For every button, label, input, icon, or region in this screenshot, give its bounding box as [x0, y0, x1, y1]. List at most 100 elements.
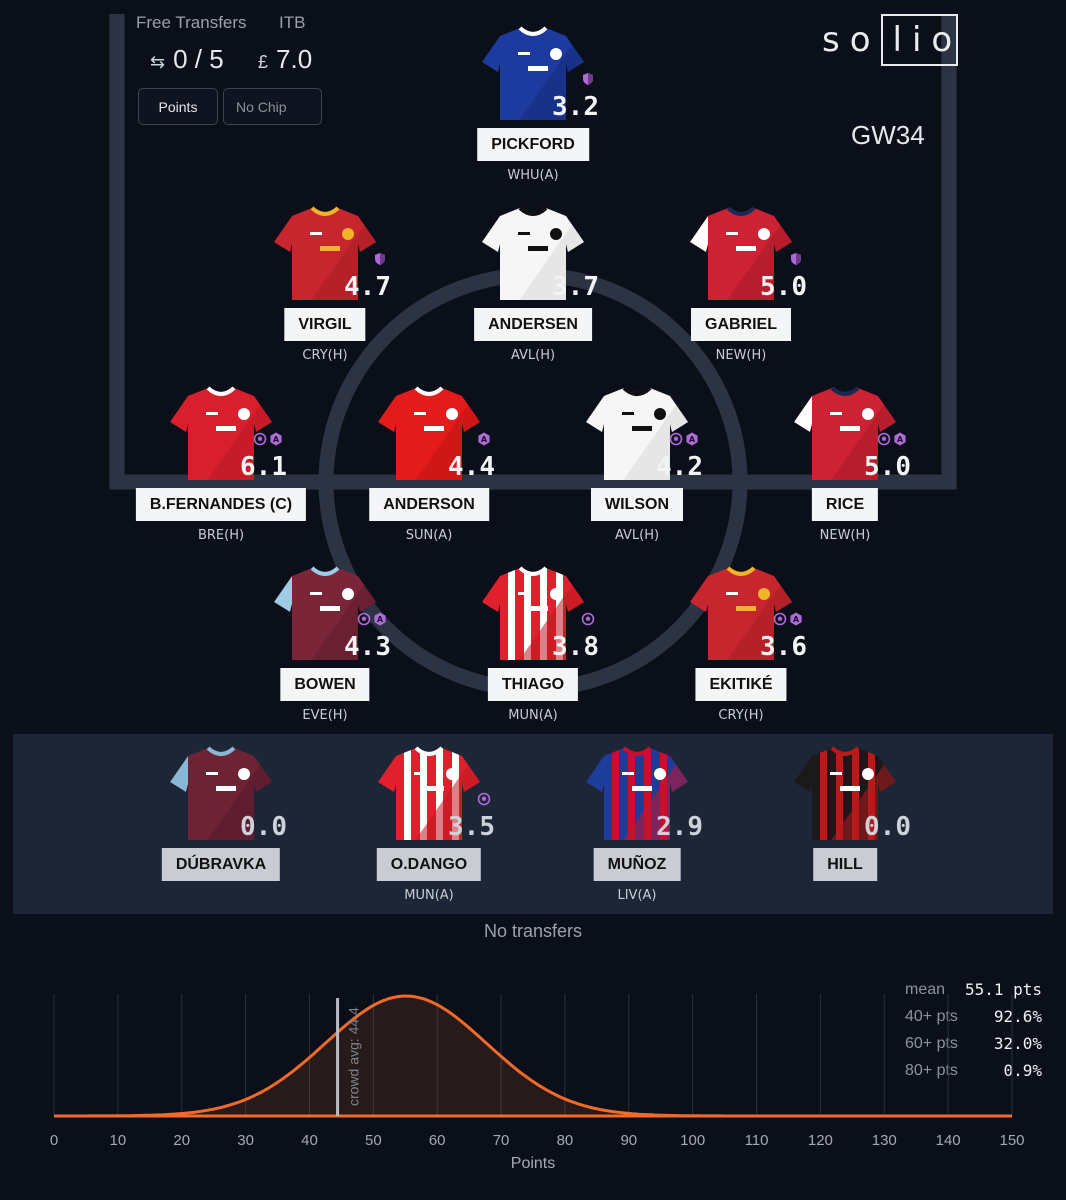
x-tick-label: 30 [237, 1132, 254, 1149]
player-badges [477, 792, 491, 806]
free-transfers-label: Free Transfers [136, 13, 247, 32]
shirt-icon [274, 206, 376, 300]
x-tick-label: 130 [872, 1132, 897, 1149]
stat-value: 0.9% [1003, 1061, 1042, 1080]
player-name[interactable]: DÚBRAVKA [161, 848, 281, 881]
stat-value: 32.0% [993, 1034, 1042, 1053]
assist-icon: A [478, 432, 490, 446]
player-fixture: NEW(H) [715, 348, 767, 363]
player-xp: 2.9 [656, 812, 703, 842]
player-card[interactable]: A 3.6 EKITIKÉ CRY(H) [651, 562, 831, 732]
player-name[interactable]: HILL [813, 848, 877, 881]
player-name[interactable]: THIAGO [487, 668, 579, 701]
player-name[interactable]: GABRIEL [691, 308, 791, 341]
player-name[interactable]: EKITIKÉ [695, 668, 787, 701]
player-badges [581, 612, 595, 626]
player-fixture: LIV(A) [617, 888, 657, 903]
player-badges: A [477, 432, 491, 446]
svg-text:A: A [377, 615, 384, 624]
x-tick-label: 140 [936, 1132, 961, 1149]
free-transfers-count: 0 / 5 [173, 44, 224, 74]
assist-icon: A [686, 432, 698, 446]
player-name[interactable]: RICE [811, 488, 879, 521]
ball-icon [581, 612, 595, 626]
shield-icon [583, 73, 593, 85]
player-card[interactable]: 2.9 MUÑOZ LIV(A) [547, 742, 727, 912]
player-xp: 5.0 [760, 272, 807, 302]
itb-value: £7.0 [258, 44, 312, 75]
ball-icon [773, 612, 787, 626]
player-card[interactable]: 0.0 HILL [755, 742, 935, 912]
shirt-icon [170, 386, 272, 480]
stat-row-60: 60+ pts 32.0% [905, 1030, 1042, 1057]
svg-text:A: A [793, 615, 800, 624]
ball-icon [669, 432, 683, 446]
shirt-icon [274, 566, 376, 660]
free-transfers-value: ⇆ 0 / 5 [150, 44, 224, 75]
player-name[interactable]: O.DANGO [376, 848, 482, 881]
player-name[interactable]: VIRGIL [284, 308, 366, 341]
crowd-avg-label: crowd avg: 44.4 [346, 1007, 362, 1106]
player-card[interactable]: 5.0 GABRIEL NEW(H) [651, 202, 831, 372]
chip-select[interactable]: No Chip [223, 88, 322, 125]
player-xp: 3.7 [552, 272, 599, 302]
player-card[interactable]: 4.7 VIRGIL CRY(H) [235, 202, 415, 372]
player-badges: A [877, 432, 907, 446]
shield-icon [791, 253, 801, 265]
player-badges: A [253, 432, 283, 446]
player-name[interactable]: B.FERNANDES (C) [135, 488, 307, 521]
player-fixture: CRY(H) [302, 348, 348, 363]
player-xp: 0.0 [864, 812, 911, 842]
gameweek-label: GW34 [851, 120, 925, 150]
x-tick-label: 100 [680, 1132, 705, 1149]
transfer-arrows-icon: ⇆ [150, 52, 166, 72]
player-name[interactable]: MUÑOZ [593, 848, 681, 881]
shirt-icon [586, 746, 688, 840]
player-card[interactable]: 3.8 THIAGO MUN(A) [443, 562, 623, 732]
player-xp: 4.7 [344, 272, 391, 302]
stat-label: 80+ pts [905, 1061, 958, 1079]
player-card[interactable]: 3.7 ANDERSEN AVL(H) [443, 202, 623, 372]
x-tick-label: 70 [493, 1132, 510, 1149]
shirt-icon [482, 206, 584, 300]
player-card[interactable]: A 4.4 ANDERSON SUN(A) [339, 382, 519, 552]
points-button[interactable]: Points [138, 88, 218, 125]
currency-symbol: £ [258, 52, 269, 72]
x-tick-label: 80 [557, 1132, 574, 1149]
svg-text:A: A [689, 435, 696, 444]
stat-label: 40+ pts [905, 1007, 958, 1025]
player-name[interactable]: ANDERSEN [474, 308, 592, 341]
x-tick-label: 60 [429, 1132, 446, 1149]
player-card[interactable]: A 6.1 B.FERNANDES (C) BRE(H) [131, 382, 311, 552]
player-fixture: MUN(A) [508, 708, 558, 723]
x-tick-label: 150 [999, 1132, 1024, 1149]
shirt-icon [482, 26, 584, 120]
player-name[interactable]: ANDERSON [369, 488, 489, 521]
stat-value: 55.1 pts [964, 980, 1042, 999]
stat-label: 60+ pts [905, 1034, 958, 1052]
player-fixture: BRE(H) [197, 528, 245, 543]
shirt-icon [690, 566, 792, 660]
player-card[interactable]: A 4.2 WILSON AVL(H) [547, 382, 727, 552]
player-fixture: SUN(A) [405, 528, 453, 543]
player-name[interactable]: PICKFORD [477, 128, 589, 161]
svg-text:A: A [273, 435, 280, 444]
svg-text:A: A [897, 435, 904, 444]
assist-icon: A [790, 612, 802, 626]
player-name[interactable]: WILSON [591, 488, 683, 521]
player-xp: 3.6 [760, 632, 807, 662]
player-badges [789, 252, 803, 266]
player-badges: A [773, 612, 803, 626]
player-card[interactable]: A 4.3 BOWEN EVE(H) [235, 562, 415, 732]
itb-amount: 7.0 [276, 44, 313, 74]
shirt-icon [690, 206, 792, 300]
stat-value: 92.6% [993, 1007, 1042, 1026]
player-xp: 3.8 [552, 632, 599, 662]
distribution-area [54, 996, 1012, 1116]
player-card[interactable]: 3.2 PICKFORD WHU(A) [443, 22, 623, 192]
player-xp: 6.1 [240, 452, 287, 482]
player-card[interactable]: 3.5 O.DANGO MUN(A) [339, 742, 519, 912]
player-card[interactable]: A 5.0 RICE NEW(H) [755, 382, 935, 552]
player-name[interactable]: BOWEN [280, 668, 370, 701]
player-card[interactable]: 0.0 DÚBRAVKA [131, 742, 311, 912]
